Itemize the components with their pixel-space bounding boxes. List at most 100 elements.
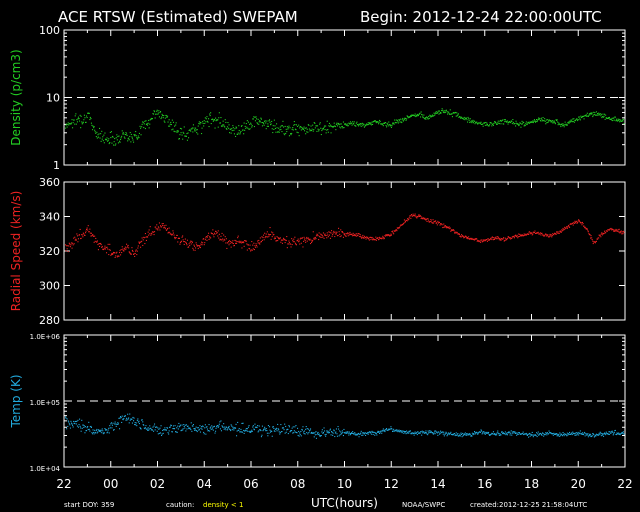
- temp-data-point: [234, 427, 236, 429]
- speed-data-point: [84, 234, 86, 236]
- temp-data-point: [230, 424, 232, 426]
- density-data-point: [131, 136, 133, 138]
- density-data-point: [83, 114, 85, 116]
- density-data-point: [531, 121, 533, 123]
- density-data-point: [265, 128, 267, 130]
- speed-data-point: [523, 235, 525, 237]
- speed-data-point: [504, 237, 506, 239]
- speed-data-point: [154, 231, 156, 233]
- density-data-point: [581, 116, 583, 118]
- speed-data-point: [241, 247, 243, 249]
- temp-data-point: [352, 431, 354, 433]
- density-data-point: [170, 121, 172, 123]
- density-data-point: [396, 122, 398, 124]
- speed-data-point: [283, 237, 285, 239]
- speed-data-point: [284, 239, 286, 241]
- speed-data-point: [417, 216, 419, 218]
- speed-data-point: [520, 235, 522, 237]
- density-data-point: [182, 131, 184, 133]
- temp-data-point: [148, 428, 150, 430]
- speed-data-point: [587, 231, 589, 233]
- density-data-point: [253, 116, 255, 118]
- temp-data-point: [434, 430, 436, 432]
- temp-data-point: [287, 428, 289, 430]
- speed-data-point: [159, 229, 161, 231]
- temp-data-point: [503, 432, 505, 434]
- speed-data-point: [167, 232, 169, 234]
- speed-data-point: [144, 243, 146, 245]
- temp-data-point: [481, 433, 483, 435]
- speed-data-point: [109, 249, 111, 251]
- temp-data-point: [552, 434, 554, 436]
- temp-data-point: [570, 433, 572, 435]
- speed-data-point: [586, 228, 588, 230]
- temp-data-point: [332, 434, 334, 436]
- density-data-point: [549, 120, 551, 122]
- temp-data-point: [462, 432, 464, 434]
- speed-data-point: [294, 236, 296, 238]
- speed-data-point: [126, 246, 128, 248]
- temp-data-point: [429, 430, 431, 432]
- speed-data-point: [144, 233, 146, 235]
- density-data-point: [113, 144, 115, 146]
- density-data-point: [88, 112, 90, 114]
- density-data-point: [572, 118, 574, 120]
- speed-data-point: [131, 247, 133, 249]
- temp-data-point: [107, 429, 109, 431]
- temp-data-point: [619, 434, 621, 436]
- density-data-point: [507, 123, 509, 125]
- density-data-point: [442, 109, 444, 111]
- density-data-point: [469, 121, 471, 123]
- density-data-point: [164, 121, 166, 123]
- density-data-point: [444, 112, 446, 114]
- density-data-point: [116, 134, 118, 136]
- speed-data-point: [468, 236, 470, 238]
- speed-ytick-label: 320: [39, 245, 60, 258]
- temp-data-point: [114, 423, 116, 425]
- density-data-point: [266, 125, 268, 127]
- temp-data-point: [280, 431, 282, 433]
- density-data-point: [542, 117, 544, 119]
- speed-ytick-label: 340: [39, 211, 60, 224]
- density-data-point: [196, 132, 198, 134]
- temp-data-point: [473, 433, 475, 435]
- temp-data-point: [244, 430, 246, 432]
- speed-data-point: [318, 239, 320, 241]
- density-data-point: [97, 136, 99, 138]
- speed-data-point: [229, 242, 231, 244]
- density-data-point: [304, 127, 306, 129]
- density-data-point: [133, 134, 135, 136]
- density-data-point: [272, 125, 274, 127]
- speed-data-point: [556, 232, 558, 234]
- density-data-point: [318, 130, 320, 132]
- density-data-point: [358, 125, 360, 127]
- density-data-point: [171, 129, 173, 131]
- temp-data-point: [137, 421, 139, 423]
- speed-data-point: [304, 240, 306, 242]
- temp-data-point: [337, 426, 339, 428]
- density-data-point: [315, 125, 317, 127]
- temp-data-point: [512, 431, 514, 433]
- density-data-point: [446, 111, 448, 113]
- speed-data-point: [115, 255, 117, 257]
- speed-data-point: [239, 241, 241, 243]
- temp-data-point: [410, 432, 412, 434]
- density-data-point: [518, 124, 520, 126]
- temp-data-point: [448, 432, 450, 434]
- speed-data-point: [286, 247, 288, 249]
- density-data-point: [299, 127, 301, 129]
- density-data-point: [336, 125, 338, 127]
- speed-data-point: [610, 227, 612, 229]
- speed-data-point: [111, 252, 113, 254]
- density-data-point: [422, 117, 424, 119]
- density-data-point: [175, 124, 177, 126]
- density-data-point: [551, 121, 553, 123]
- speed-data-point: [336, 231, 338, 233]
- temp-data-point: [430, 431, 432, 433]
- density-data-point: [510, 121, 512, 123]
- speed-data-point: [551, 235, 553, 237]
- speed-data-point: [68, 242, 70, 244]
- speed-data-point: [166, 229, 168, 231]
- density-data-point: [438, 113, 440, 115]
- speed-data-point: [407, 219, 409, 221]
